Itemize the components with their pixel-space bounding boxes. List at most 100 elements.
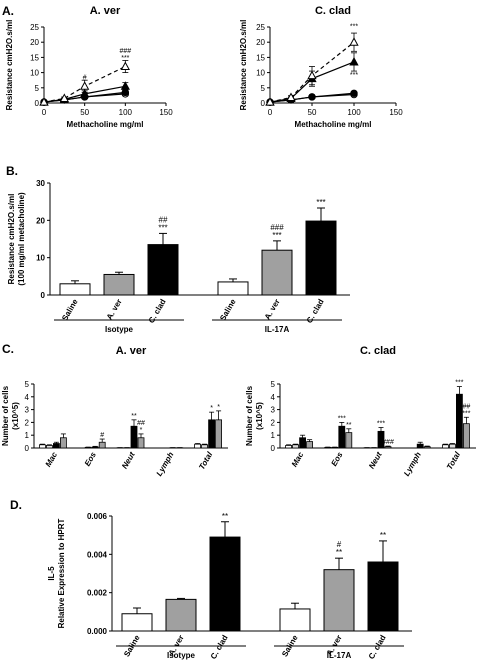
- y-tick-label: 1: [271, 431, 276, 440]
- bar: [147, 244, 179, 296]
- significance-label: *: [217, 404, 220, 411]
- bar: [165, 598, 197, 632]
- chart-a-ver-cells: A. ver 0 1 2 3 4 5 Number of cells (x10^5) Mac Eos…: [1, 345, 228, 478]
- data-point: [286, 92, 296, 102]
- chart-c-clad-cells: C. clad 0 1 2 3 4 5 Number of cells (x10^5) Mac Eo…: [245, 345, 476, 478]
- y-axis-label: Number of cells: [245, 385, 254, 446]
- significance-label: **: [336, 548, 342, 557]
- significance-label: ##: [463, 403, 471, 410]
- significance-label: ***: [350, 72, 358, 79]
- significance-label: **: [131, 413, 137, 420]
- y-tick-label: 4: [271, 393, 276, 402]
- y-tick-label: 5: [261, 84, 266, 93]
- bar: [217, 281, 249, 296]
- x-tick-label: C. clad: [147, 297, 168, 324]
- x-axis-label: Methacholine mg/ml: [295, 120, 372, 129]
- bar: [208, 419, 216, 449]
- group-label: Isotype: [105, 325, 134, 334]
- bar: [60, 437, 67, 449]
- data-point: [39, 97, 49, 106]
- significance-label: *: [210, 405, 213, 412]
- y-tick-label: 0: [41, 291, 46, 300]
- y-tick-label: 25: [256, 23, 265, 32]
- significance-label: ***: [462, 410, 470, 417]
- x-tick-label: 0: [268, 108, 273, 117]
- y-tick-label: 2: [25, 418, 30, 427]
- significance-label: ***: [121, 55, 129, 62]
- x-tick-label: A. ver: [263, 298, 282, 322]
- data-point: [349, 56, 359, 66]
- data-point: [307, 70, 317, 80]
- y-tick-label: 0: [25, 444, 30, 453]
- x-tick-label: 50: [308, 108, 317, 117]
- chart-title: A. ver: [116, 345, 147, 357]
- bar: [384, 446, 392, 449]
- bar: [367, 561, 399, 632]
- y-tick-label: 20: [256, 38, 265, 47]
- significance-label: ***: [316, 198, 325, 207]
- y-tick-label: 25: [30, 23, 39, 32]
- bar: [39, 444, 46, 449]
- panel-label-a: A.: [2, 4, 14, 18]
- data-point: [265, 97, 275, 106]
- data-point: [120, 81, 130, 90]
- y-tick-label: 0.006: [87, 512, 108, 521]
- y-axis-label: Number of cells: [1, 385, 10, 446]
- bar: [103, 273, 135, 296]
- x-tick-label: 50: [80, 108, 89, 117]
- x-tick-label: Saline: [218, 297, 238, 322]
- x-tick-label: 100: [119, 108, 133, 117]
- y-tick-label: 0.002: [87, 589, 108, 598]
- bar: [279, 608, 311, 632]
- y-tick-label: 15: [256, 53, 265, 62]
- x-tick-label: C. clad: [305, 297, 326, 324]
- bar: [59, 283, 91, 296]
- bar: [46, 445, 53, 449]
- y-tick-label: 5: [271, 380, 276, 389]
- bar: [53, 443, 60, 449]
- chart-resistance-bars: 0 10 20 30 Resistance cmH2O.s/ml (100 mg/ml m…: [7, 179, 350, 334]
- bar: [448, 443, 456, 449]
- bar: [201, 444, 209, 449]
- x-axis-label: Methacholine mg/ml: [67, 120, 144, 129]
- y-tick-label: 2: [271, 418, 276, 427]
- y-axis-label-2: (x10^5): [11, 402, 20, 430]
- y-axis-label-2: (100 mg/ml metacholine): [17, 192, 26, 286]
- data-point: [349, 37, 359, 46]
- y-tick-label: 4: [25, 393, 30, 402]
- significance-label: ###: [382, 439, 394, 446]
- series-line-1: [269, 92, 355, 103]
- chart-title: C. clad: [315, 5, 351, 17]
- y-tick-label: 20: [30, 38, 39, 47]
- x-tick-label: 0: [42, 108, 47, 117]
- significance-label: #: [100, 432, 104, 439]
- bar: [299, 437, 306, 449]
- y-tick-label: 0: [35, 99, 40, 108]
- x-tick-label: 150: [389, 108, 403, 117]
- x-tick-label: A. ver: [105, 298, 124, 322]
- group-label: IL-17A: [327, 651, 352, 660]
- data-point: [350, 89, 358, 97]
- chart-title: C. clad: [360, 345, 396, 357]
- x-tick-label: C. clad: [367, 633, 388, 660]
- y-tick-label: 0.004: [87, 550, 108, 559]
- y-tick-label: 20: [36, 216, 45, 225]
- bar: [323, 569, 355, 632]
- y-axis-label: Resistance cmH2O.s/ml: [5, 20, 14, 111]
- bar: [455, 393, 463, 449]
- x-tick-label: Eos: [83, 450, 98, 468]
- significance-label: *: [140, 427, 143, 434]
- x-tick-label: Neut: [120, 450, 137, 470]
- chart-il5-expression: 0.000 0.002 0.004 0.006 IL-5 Relative Express…: [47, 512, 412, 661]
- x-tick-label: Lymph: [402, 450, 423, 477]
- significance-label: **: [346, 422, 352, 429]
- bar: [98, 441, 106, 449]
- data-point: [80, 88, 90, 98]
- y-axis-label: IL-5: [47, 566, 56, 581]
- chart-a-ver-resistance: A. ver 0 50 100 150 0 5 10 15 20 25 Methacholine mg…: [5, 5, 173, 129]
- x-tick-label: Lymph: [155, 450, 176, 477]
- bar: [215, 419, 223, 449]
- bar: [345, 432, 353, 449]
- y-axis-label-2: Relative Expression to HPRT: [57, 518, 66, 628]
- significance-label: ###: [119, 48, 131, 55]
